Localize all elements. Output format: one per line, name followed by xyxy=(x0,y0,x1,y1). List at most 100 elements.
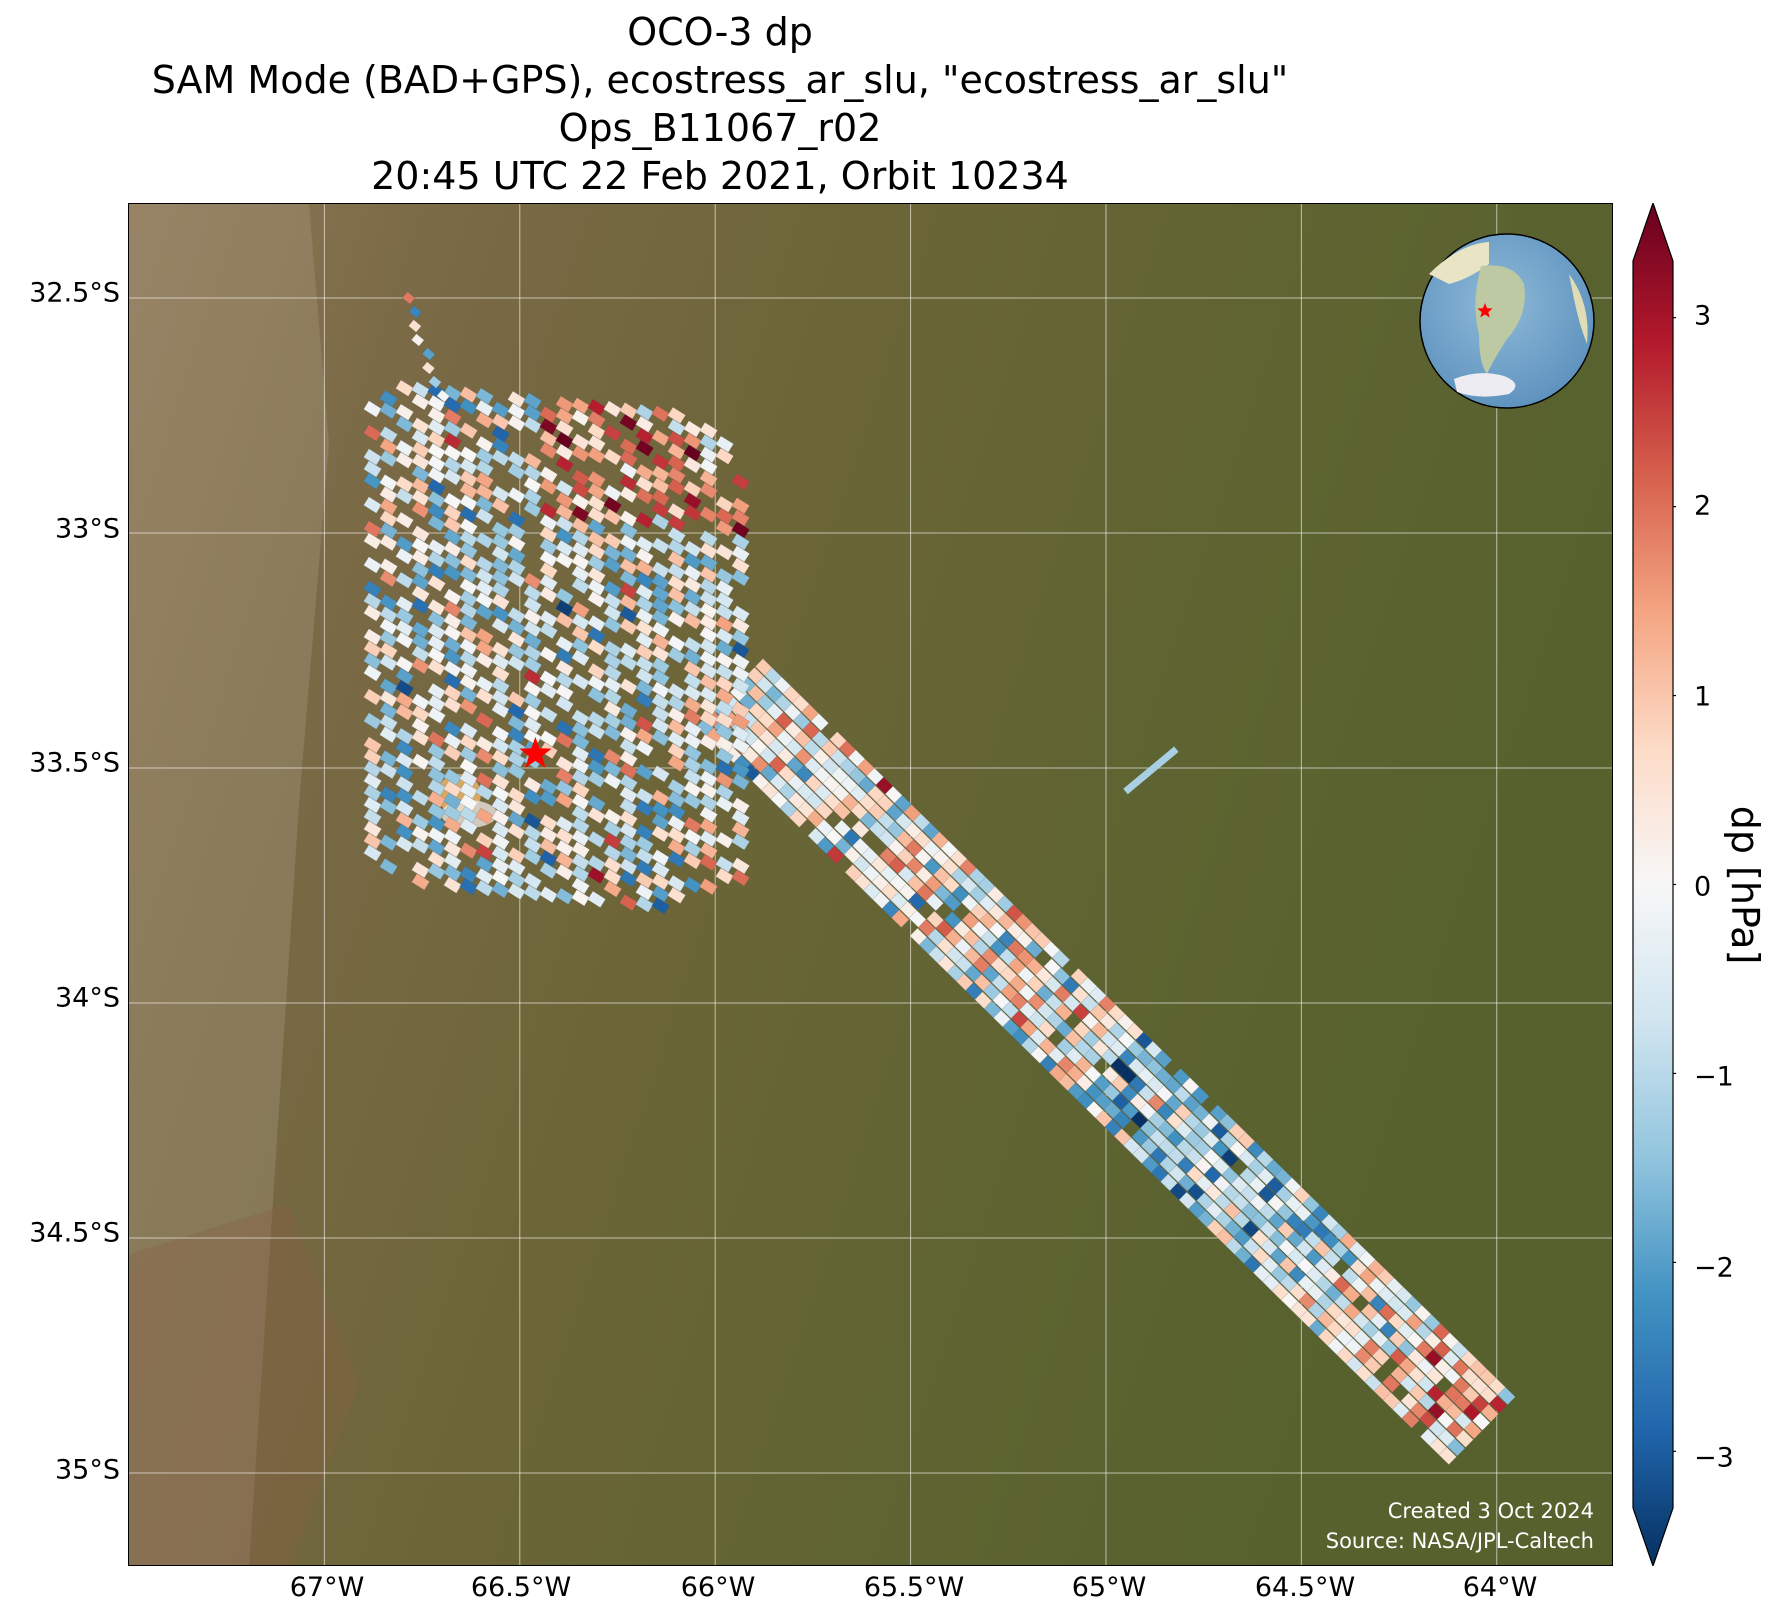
dp-sounding-cell xyxy=(427,622,446,640)
dp-sounding-cell xyxy=(1191,1086,1210,1105)
dp-sounding-cell xyxy=(363,640,382,658)
lat-label-34: 34°S xyxy=(55,982,120,1014)
dp-sounding-cell xyxy=(683,456,702,474)
dp-sounding-cell xyxy=(635,679,654,697)
dp-sounding-cell xyxy=(523,872,542,890)
dp-sounding-cell xyxy=(443,456,462,474)
dp-sounding-cell xyxy=(443,792,462,810)
dp-sounding-cell xyxy=(459,578,478,596)
dp-sounding-cell xyxy=(603,592,622,610)
dp-sounding-cell xyxy=(603,820,622,838)
dp-sounding-cell xyxy=(699,602,718,620)
dp-sounding-cell xyxy=(587,866,606,884)
dp-sounding-cell xyxy=(715,615,734,633)
colorbar-tick-label: 0 xyxy=(1694,871,1712,903)
dp-sounding-cell xyxy=(715,519,734,537)
lon-label-65: 65°W xyxy=(1071,1572,1147,1603)
dp-sounding-cell xyxy=(459,806,478,824)
dp-sounding-cell xyxy=(395,823,414,841)
dp-sounding-cell xyxy=(619,750,638,768)
dp-sounding-cell xyxy=(651,729,670,747)
credit-source: Source: NASA/JPL-Caltech xyxy=(1325,1529,1594,1553)
dp-sounding-cell xyxy=(635,835,654,853)
dp-sounding-cell xyxy=(619,414,638,432)
dp-sounding-cell xyxy=(443,444,462,462)
dp-sounding-cell xyxy=(395,739,414,757)
dp-sounding-cell xyxy=(523,848,542,866)
dp-sounding-cell xyxy=(651,789,670,807)
dp-sounding-cell xyxy=(459,602,478,620)
dp-sounding-cell xyxy=(587,890,606,908)
dp-sounding-cell xyxy=(555,767,574,785)
dp-sounding-cell xyxy=(635,727,654,745)
lat-label-33-5: 33.5°S xyxy=(29,747,120,779)
dp-sounding-cell xyxy=(379,450,398,468)
dp-sounding-cell xyxy=(443,504,462,522)
dp-sounding-cell xyxy=(491,521,510,539)
dp-sounding-cell xyxy=(421,361,436,375)
dp-sounding-cell xyxy=(731,521,750,539)
dp-sounding-cell xyxy=(731,617,750,635)
dp-sounding-cell xyxy=(459,722,478,740)
dp-sounding-cell xyxy=(421,347,436,361)
map-panel[interactable]: Created 3 Oct 2024 Source: NASA/JPL-Calt… xyxy=(128,203,1613,1566)
dp-sounding-cell xyxy=(619,858,638,876)
dp-sounding-cell xyxy=(555,503,574,521)
dp-sounding-cell xyxy=(459,674,478,692)
dp-sounding-cell xyxy=(507,654,526,672)
dp-sounding-cell xyxy=(555,539,574,557)
dp-small-segment xyxy=(1123,746,1179,795)
dp-sounding-cell xyxy=(379,762,398,780)
dp-sounding-cell xyxy=(363,820,382,838)
dp-sounding-cell xyxy=(555,479,574,497)
dp-sounding-cell xyxy=(651,537,670,555)
dp-sounding-cell xyxy=(411,621,430,639)
dp-sounding-cell xyxy=(427,862,446,880)
dp-sounding-cell xyxy=(427,838,446,856)
dp-sounding-cell xyxy=(459,458,478,476)
dp-sounding-cell xyxy=(667,826,686,844)
dp-sounding-cell xyxy=(651,813,670,831)
dp-sounding-cell xyxy=(571,469,590,487)
dp-sounding-cell xyxy=(507,750,526,768)
dp-sounding-cell xyxy=(683,852,702,870)
dp-sounding-cell xyxy=(523,500,542,518)
dp-sounding-cell xyxy=(459,566,478,584)
dp-sounding-cell xyxy=(539,730,558,748)
dp-sounding-cell xyxy=(459,878,478,896)
dp-sounding-cell xyxy=(491,785,510,803)
dp-sounding-cell xyxy=(443,636,462,654)
western-terrain xyxy=(129,204,329,1565)
dp-sounding-cell xyxy=(475,843,494,861)
dp-sounding-cell xyxy=(507,414,526,432)
dp-sounding-cell xyxy=(699,698,718,716)
dp-sounding-cell xyxy=(715,447,734,465)
dp-soundings-layer[interactable] xyxy=(363,291,1516,1465)
target-star-icon xyxy=(519,736,552,768)
dp-sounding-cell xyxy=(715,627,734,645)
dp-sounding-cell xyxy=(427,550,446,568)
dp-sounding-cell xyxy=(427,418,446,436)
dp-sounding-cell xyxy=(635,763,654,781)
map-canvas[interactable] xyxy=(129,204,1613,1566)
dp-sounding-cell xyxy=(571,841,590,859)
dp-sounding-cell xyxy=(491,689,510,707)
dp-sounding-cell xyxy=(667,526,686,544)
lon-label-64-5: 64.5°W xyxy=(1254,1572,1356,1603)
dp-sounding-cell xyxy=(507,534,526,552)
dp-sounding-cell xyxy=(411,873,430,891)
dp-sounding-cell xyxy=(731,713,750,731)
dp-sounding-cell xyxy=(635,607,654,625)
dp-sounding-cell xyxy=(1425,1366,1445,1386)
dp-sounding-cell xyxy=(411,729,430,747)
dp-sounding-cell xyxy=(587,566,606,584)
dp-sounding-cell xyxy=(523,656,542,674)
lon-label-65-5: 65.5°W xyxy=(863,1572,965,1603)
dp-sounding-cell xyxy=(507,702,526,720)
dp-sounding-cell xyxy=(459,650,478,668)
dp-sounding-cell xyxy=(363,688,382,706)
dp-sounding-cell xyxy=(651,405,670,423)
dp-sounding-cell xyxy=(539,622,558,640)
dp-sounding-cell xyxy=(619,798,638,816)
dp-sounding-cell xyxy=(523,584,542,602)
